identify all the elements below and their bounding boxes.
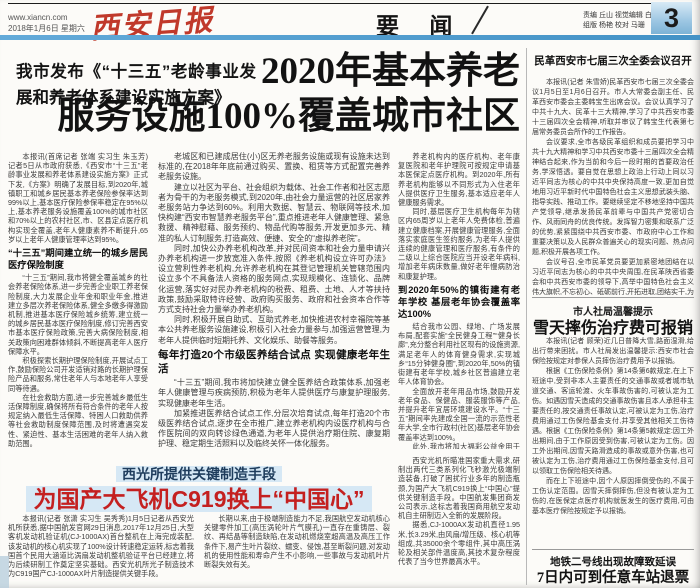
lead-article-kicker: 我市发布《“十三五”老龄事业发展和养老体系建设实施方案》 (16, 63, 256, 107)
sidebar-article1-headline: 民革西安市七届三次全委会议召开 (534, 56, 692, 67)
article-paragraph: 积极探索长期护理保险制度,开展试点工作,鼓励保险公司开发适销对路的长期护理保险产… (8, 356, 148, 393)
c919-article-kicker: 西光所提供关键制造手段 (8, 464, 390, 484)
article-paragraph: 会议要求,全市各级民革组织和成员要把学习中共十九大精神和学习中共西安市委十三届四… (532, 139, 694, 256)
article-paragraph: “十三五”期间,我市将加快建立健全医养结合政策体系,加强老年人健康管理与疾病预防… (158, 378, 390, 408)
article-paragraph: 西安光机所瞄准国家重大需求,研制出两代三类系列化飞秒激光极端制造装备,打破了困扰… (398, 456, 520, 521)
article-paragraph: 本报讯(记者 张潇 实习生 吴秀秀)1月5日记者从西安光机所获悉,据中国航发官网… (8, 514, 194, 579)
article-paragraph: 本报讯(首席记者 张端 实习生 朱玉芳)记者5日从市政府获悉,《西安市“十三五”… (8, 152, 148, 244)
article-paragraph: 本报讯(记者 顾荣)近几日普降大雪,路面湿滑,给出行带来困扰。市人社局发出温馨提… (532, 338, 694, 365)
article-paragraph: 会议号召,全市民革党员要更加紧密地团结在以习近平同志为核心的中共中央周围,在民革… (532, 259, 694, 295)
article-paragraph: 同时,积极开展自助式、互助式养老,加快推进农村幸福院等基本公共养老服务设施建设,… (158, 315, 390, 345)
sidebar-article1-body: 本报讯(记者 朱雪娇)民革西安市七届三次全委会议1月5日至1月6日召开。市人大常… (532, 78, 694, 295)
article-paragraph: 在社会救助方面,进一步完善城乡最低生活保障制度,确保将所有符合条件的老年人按规定… (8, 392, 148, 448)
article-paragraph: 据悉,CJ-1000AX发动机直径1.95米,长3.29米,由风扇/增压级、核心… (398, 520, 520, 567)
article-paragraph: 本报讯(记者 朱雪娇)民革西安市七届三次全委会议1月5日至1月6日召开。市人大常… (532, 79, 694, 136)
c919-article-headline-text: 为国产大飞机C919换上“中国心” (25, 486, 373, 512)
lead-article-headline-line2: 服务设施100%覆盖城市社区 (57, 96, 521, 137)
scan-corner-artifact (0, 556, 9, 588)
article-paragraph: 养老机构内的医疗机构、老年康复医院和老年护理院可按规定申请基本医保定点医疗机构。… (398, 152, 520, 208)
sidebar-article2-body: 本报讯(记者 顾荣)近几日普降大雪,路面湿滑,给出行带来困扰。市人社局发出温馨提… (532, 337, 694, 546)
sidebar-article3-headline-main: 7日内可到任意车站退票 (536, 570, 690, 586)
masthead-editors-line1: 责编 丘山 视觉编辑 白阳 (583, 12, 659, 19)
sidebar-vertical-divider (526, 48, 527, 585)
lead-article-column-3: 养老机构内的医疗机构、老年康复医院和老年护理院可按规定申请基本医保定点医疗机构。… (398, 152, 520, 449)
c919-article-kicker-text: 西光所提供关键制造手段 (116, 466, 282, 482)
masthead-top-rule (8, 3, 690, 4)
masthead-logo: 西安日报 (89, 4, 216, 46)
article-paragraph: 而在上下班途中,因个人原因摔倒受伤的,不属于工伤认定范围。因雪天摔倒摔伤,但没有… (532, 478, 694, 515)
masthead-editors-line2: 组版 杨艳 校对 马珊 (583, 21, 645, 29)
article-subhead: 每年打造20个市级医养结合试点 实现健康老年生活 (158, 348, 390, 375)
masthead-blue-rule (0, 35, 700, 40)
article-subhead: “十三五”期间建立统一的城乡居民医疗保险制度 (8, 248, 148, 271)
article-paragraph: 结合我市公园、绿地、广场发展布局,配套实施“全民健身工程”“健身长廊”,充分整合… (398, 322, 520, 387)
masthead-editors: 责编 丘山 视觉编辑 白阳 组版 杨艳 校对 马珊 (583, 11, 659, 31)
c919-article-column-1: 本报讯(记者 张潇 实习生 吴秀秀)1月5日记者从西安光机所获悉,据中国航发官网… (8, 514, 194, 584)
article-paragraph: 加紧推进医养结合试点工作,分层次培育试点,每年打造20个市级医养结合试点,逐步在… (158, 408, 390, 449)
article-paragraph: “十三五”期间,我市将健全覆盖城乡的社会养老保险体系,进一步完善企业职工养老保险… (8, 273, 148, 356)
lead-article-column-2: 老城区和已建成居住(小)区无养老服务设施或现有设施未达到标准的,在2018年年底… (158, 152, 390, 449)
page-number: 3 (651, 2, 692, 34)
article-paragraph: 同时,加快公办养老机构改革,并对民间资本和社会力量申请兴办养老机构进一步放宽准入… (158, 243, 390, 315)
article-paragraph: 此外,我市将加大福彩公益金用于老龄事业发展的投入,50%以上用于养老服务业,落实… (412, 441, 520, 449)
masthead-date: 2018年1月6日 星期六 (8, 24, 85, 33)
sidebar-divider-1 (532, 297, 694, 298)
lead-article-headline-line1: 2020年基本养老 (261, 51, 520, 92)
article-paragraph: 老城区和已建成居住(小)区无养老服务设施或现有设施未达到标准的,在2018年年底… (158, 152, 390, 182)
article-subhead: 到2020年50%的镇街建有老年学校 基层老年协会覆盖率达100% (398, 284, 520, 319)
sidebar-article2-kicker: 市人社局温馨提示 (573, 307, 653, 318)
lead-article-column-1: 本报讯(首席记者 张端 实习生 朱玉芳)记者5日从市政府获悉,《西安市“十三五”… (8, 152, 148, 449)
article-paragraph: 建立以社区为平台、社会组织为载体、社会工作者和社区志愿者为骨干的为老服务模式,到… (158, 182, 390, 243)
sidebar-article2-headline: 雪天摔伤治疗费可报销 (532, 320, 693, 337)
section-title: 要 闻 (376, 13, 465, 39)
masthead-url: www.xiancn.com (8, 13, 68, 22)
c919-article-column-2: 长期以来,由于极端制造能力不足,我国航空发动机核心关键零件加工(高压涡轮叶片气膜… (204, 514, 390, 584)
sidebar-article3-headline-top: 地铁二号线出现故障致延误 (550, 556, 676, 568)
sidebar-divider-2 (532, 549, 694, 550)
article-paragraph: 全面放开老年用品市场,鼓励开发老年食品、保健品、服装服饰等产品,并提升老年宜居环… (398, 386, 520, 442)
c919-article-column-3: 西安光机所瞄准国家重大需求,研制出两代三类系列化飞秒激光极端制造装备,打破了困扰… (398, 456, 520, 584)
article-paragraph: 长期以来,由于极端制造能力不足,我国航空发动机核心关键零件加工(高压涡轮叶片气膜… (204, 514, 390, 570)
c919-article-headline: 为国产大飞机C919换上“中国心” (8, 480, 390, 514)
section-slash-divider (471, 5, 489, 35)
article-paragraph: 根据《工伤保险条例》第14条第6款规定,在上下班途中,受到非本人主要责任的交通事… (532, 368, 694, 475)
article-paragraph: 同时,基层医疗卫生机构每年为辖区内65周岁以上老年人免费体检,普遍建立健康档案,… (398, 207, 520, 281)
